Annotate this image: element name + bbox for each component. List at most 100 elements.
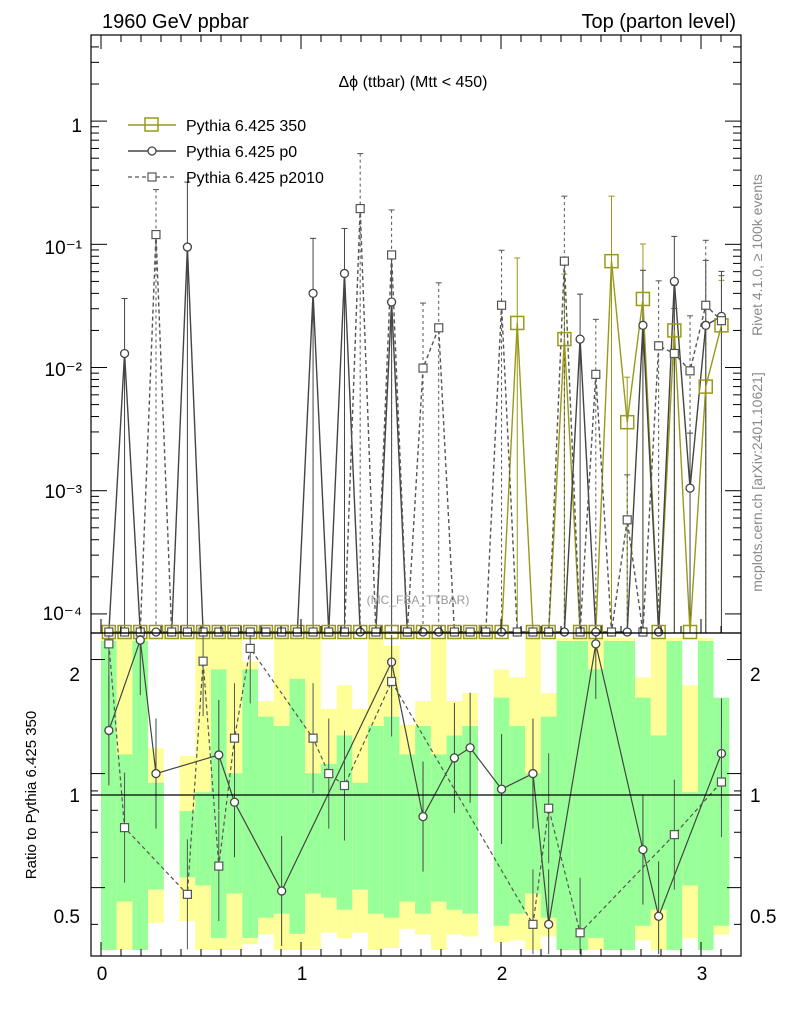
- ratio-marker-p2010-8: [324, 768, 334, 779]
- marker-350-27: [525, 624, 541, 640]
- ratio-line-1: [108, 643, 722, 934]
- band-green-22: [446, 735, 463, 910]
- band-green-12: [289, 678, 306, 934]
- ratio-marker-p2010-3: [198, 656, 208, 666]
- marker-p2010-27: [528, 627, 538, 637]
- marker-350-12: [290, 624, 305, 640]
- band-green-35: [650, 735, 667, 910]
- band-green-6: [195, 792, 211, 886]
- band-green-31: [587, 669, 604, 938]
- marker-350-21: [431, 624, 446, 640]
- marker-p0-13: [308, 288, 318, 298]
- mcplots-label: mcplots.cern.ch [arXiv:2401.10621]: [749, 372, 765, 591]
- marker-p0-30: [575, 334, 585, 344]
- ratio-marker-p0-9: [465, 743, 475, 753]
- axis-ticks: [91, 34, 741, 956]
- marker-p0-36: [669, 276, 679, 287]
- band-green-21: [430, 754, 447, 902]
- marker-p2010-11: [277, 627, 287, 637]
- legend-marker-p0: [147, 146, 157, 156]
- marker-p2010-4: [167, 627, 177, 637]
- band-green-13: [305, 773, 321, 894]
- marker-p2010-19: [402, 627, 412, 637]
- ratio-ylabel: Ratio to Pythia 6.425 350: [23, 711, 40, 879]
- marker-p2010-37: [685, 366, 695, 376]
- ratio-marker-p0-15: [653, 911, 664, 921]
- marker-p0-1: [119, 348, 130, 359]
- marker-350-36: [667, 323, 682, 338]
- marker-p2010-8: [229, 627, 240, 637]
- legend-marker-p2010: [147, 172, 157, 182]
- marker-p2010-28: [544, 627, 554, 637]
- series-lines: [108, 208, 723, 633]
- band-green-10: [258, 716, 274, 918]
- marker-350-30: [572, 624, 588, 640]
- marker-p0-3: [151, 627, 161, 637]
- marker-p0-18: [386, 297, 397, 307]
- marker-p2010-6: [198, 627, 208, 637]
- legend-label-p2010: Pythia 6.425 p2010: [186, 170, 324, 187]
- marker-350-13: [305, 624, 321, 640]
- marker-p2010-26: [512, 627, 522, 637]
- marker-p2010-39: [716, 316, 727, 326]
- legend-entry-p0: Pythia 6.425 p0: [128, 144, 297, 161]
- marker-p0-29: [559, 627, 570, 637]
- marker-p2010-16: [355, 203, 365, 214]
- marker-p2010-25: [496, 300, 507, 310]
- marker-p2010-14: [324, 627, 334, 637]
- band-green-19: [399, 754, 416, 902]
- ratio-marker-p0-2: [151, 768, 161, 779]
- ratio-marker-p0-0: [104, 725, 114, 736]
- ratio-marker-p0-5: [276, 886, 287, 896]
- marker-p0-31: [591, 627, 601, 637]
- marker-350-15: [337, 624, 352, 640]
- ratio-marker-p2010-14: [669, 830, 679, 840]
- ratio-marker-p2010-4: [214, 861, 224, 871]
- chart-title: Δϕ (ttbar) (Mtt < 450): [338, 74, 487, 91]
- ratio-marker-p2010-11: [528, 919, 538, 929]
- marker-350-26: [510, 315, 525, 331]
- marker-p0-15: [339, 268, 350, 279]
- marker-350-38: [698, 379, 714, 394]
- ratio-marker-p2010-2: [182, 889, 192, 899]
- marker-350-29: [557, 331, 572, 347]
- ratio-tick-label-right-1: 1: [750, 786, 761, 807]
- band-green-18: [383, 716, 400, 918]
- ytick-label-1e-2: 10⁻²: [45, 360, 83, 381]
- band-green-23: [462, 726, 478, 914]
- band-green-27: [525, 773, 541, 894]
- ratio-marker-p0-1: [135, 635, 145, 645]
- series-line-2: [108, 208, 722, 633]
- marker-p2010-35: [654, 341, 664, 351]
- marker-p2010-34: [638, 627, 648, 637]
- marker-350-23: [462, 624, 478, 640]
- marker-350-37: [682, 624, 698, 640]
- marker-350-4: [164, 624, 179, 640]
- marker-p2010-5: [182, 627, 192, 637]
- ratio-marker-p0-7: [418, 811, 428, 822]
- ratio-marker-p2010-15: [716, 777, 727, 787]
- marker-350-33: [619, 414, 635, 430]
- marker-p2010-10: [261, 627, 271, 637]
- marker-p2010-12: [292, 627, 302, 637]
- ratio-tick-label-left-2: 2: [69, 665, 80, 686]
- legend-label-p0: Pythia 6.425 p0: [186, 144, 297, 161]
- marker-p0-20: [418, 627, 428, 637]
- marker-350-11: [274, 624, 289, 640]
- marker-350-16: [352, 624, 368, 640]
- ratio-tick-label-right-0.5: 0.5: [750, 907, 776, 928]
- marker-p2010-7: [214, 627, 224, 637]
- band-green-17: [368, 726, 384, 914]
- ratio-tick-label-left-1: 1: [69, 786, 80, 807]
- ratio-marker-p0-10: [496, 784, 507, 794]
- marker-p2010-22: [449, 627, 460, 637]
- band-green-26: [509, 726, 526, 914]
- marker-p0-5: [182, 242, 193, 252]
- ratio-uncertainty-bands: [101, 638, 730, 950]
- legend-entry-350: Pythia 6.425 350: [128, 117, 306, 135]
- marker-p2010-15: [339, 627, 350, 637]
- ytick-label-1e-1: 10⁻¹: [45, 238, 83, 259]
- watermark: (MC_FBA_TTBAR): [367, 593, 470, 607]
- band-green-14: [320, 763, 337, 898]
- marker-p2010-0: [104, 627, 114, 637]
